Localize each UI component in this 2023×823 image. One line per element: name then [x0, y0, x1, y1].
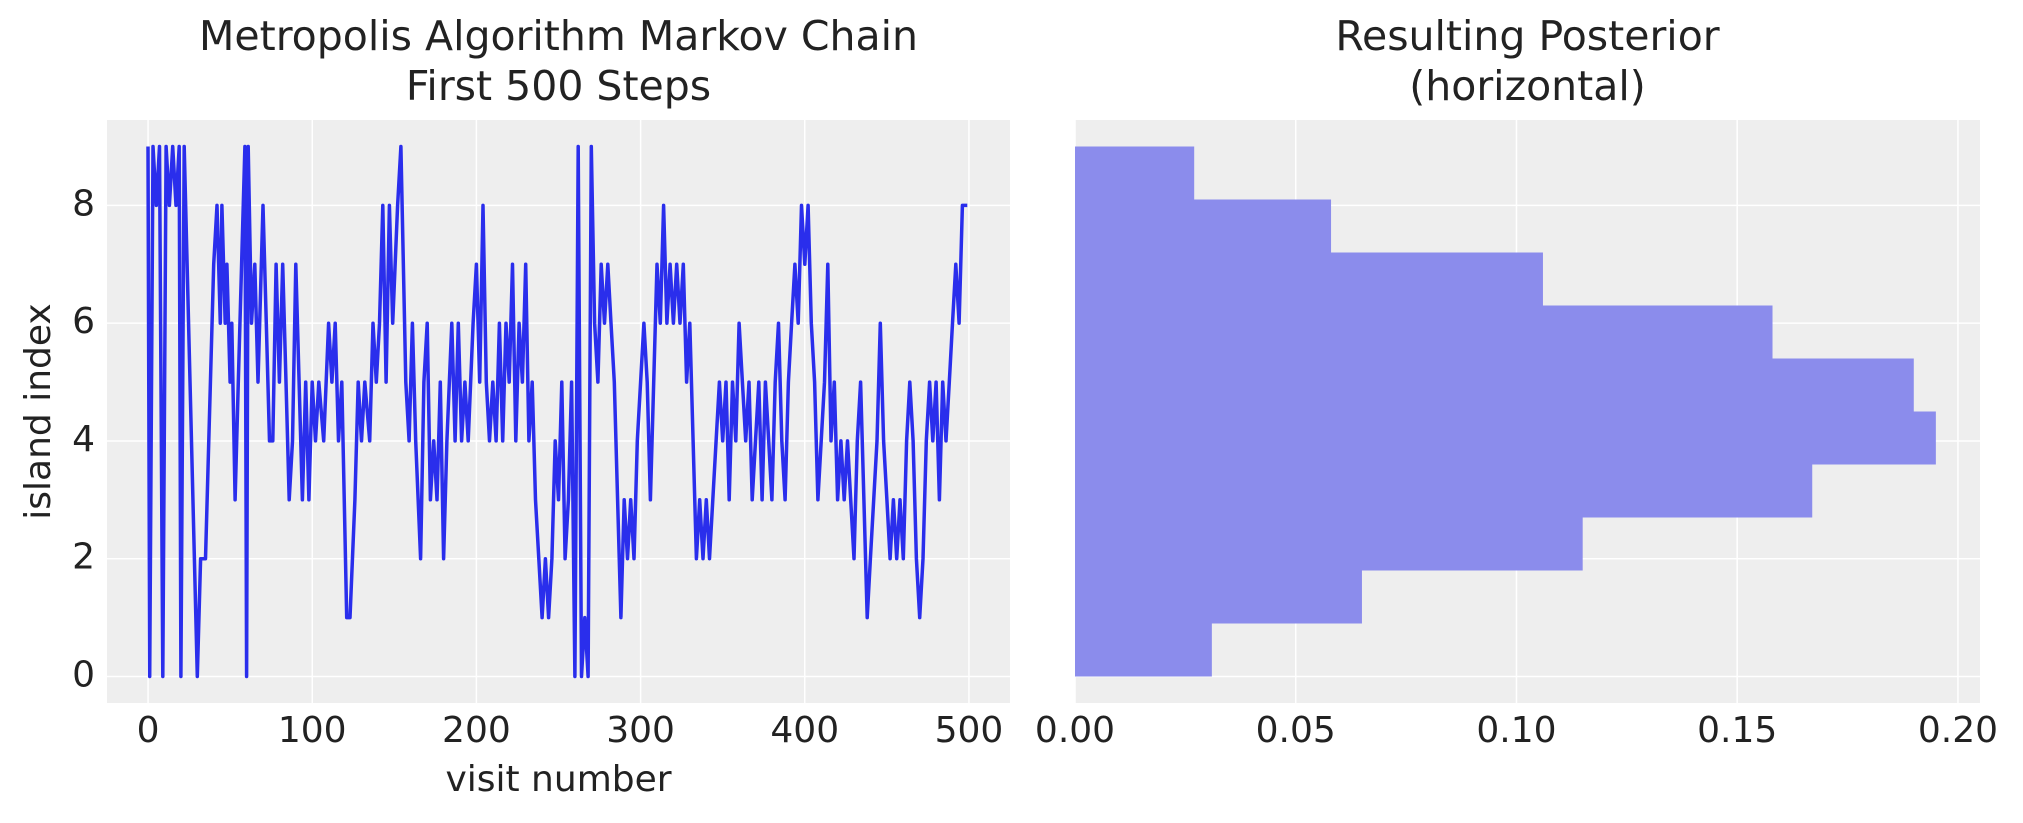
y-axis-label: island index	[18, 303, 59, 519]
x-tick-label: 0	[137, 710, 160, 751]
x-tick-label: 0.05	[1256, 710, 1336, 751]
y-tick-label: 4	[72, 419, 95, 460]
chart-title: Resulting Posterior	[1335, 12, 1719, 60]
histogram-bar	[1075, 199, 1332, 253]
x-tick-label: 200	[442, 710, 511, 751]
x-tick-label: 0.00	[1035, 710, 1115, 751]
y-tick-label: 0	[72, 655, 95, 696]
x-tick-label: 300	[606, 710, 675, 751]
x-tick-label: 0.10	[1476, 710, 1556, 751]
histogram-bar	[1075, 146, 1195, 200]
y-tick-label: 8	[72, 183, 95, 224]
line-series	[146, 144, 968, 679]
histogram-bar	[1075, 623, 1212, 677]
histogram-bar	[1075, 358, 1914, 412]
histogram-bar	[1075, 517, 1583, 571]
x-tick-label: 0.15	[1697, 710, 1777, 751]
chart-title: Metropolis Algorithm Markov Chain	[199, 12, 918, 60]
histogram-bar	[1075, 411, 1936, 465]
histogram-bar	[1075, 252, 1543, 306]
y-tick-label: 2	[72, 537, 95, 578]
y-tick-label: 6	[72, 301, 95, 342]
chart-subtitle: (horizontal)	[1409, 62, 1646, 110]
x-tick-label: 100	[278, 710, 347, 751]
x-tick-label: 500	[935, 710, 1004, 751]
x-tick-label: 0.20	[1918, 710, 1998, 751]
histogram-bar	[1075, 570, 1362, 624]
histogram-bar	[1075, 305, 1773, 359]
histogram-bar	[1075, 464, 1813, 518]
x-tick-label: 400	[770, 710, 839, 751]
x-axis-label: visit number	[445, 759, 671, 800]
chart-subtitle: First 500 Steps	[406, 62, 711, 110]
